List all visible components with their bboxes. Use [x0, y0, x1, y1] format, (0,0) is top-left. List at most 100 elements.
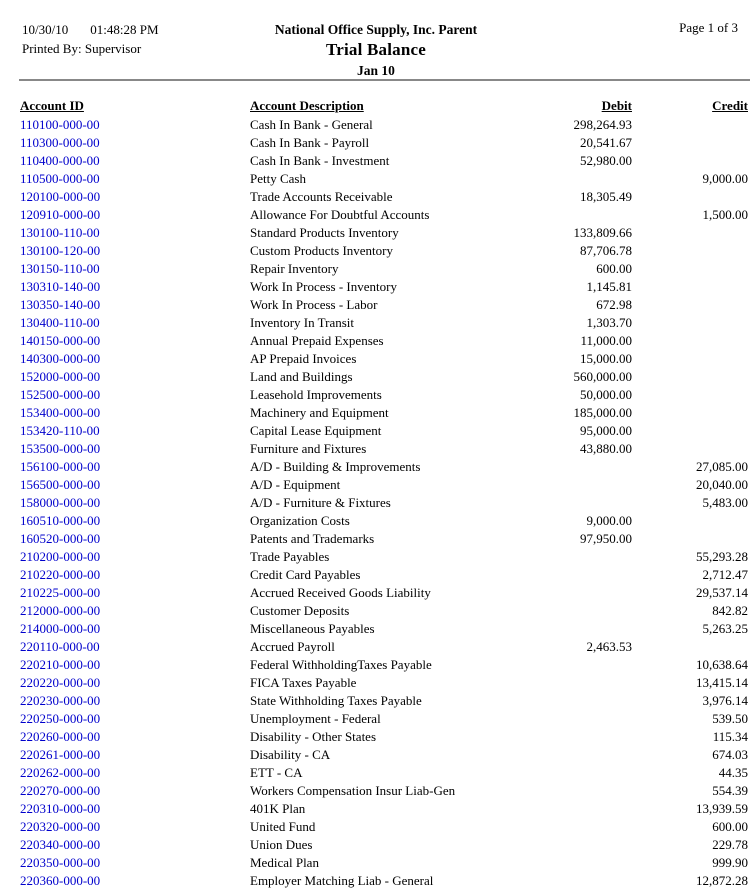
account-id-link[interactable]: 214000-000-00	[20, 621, 101, 636]
account-id-link[interactable]: 110300-000-00	[20, 135, 100, 150]
account-id-link[interactable]: 120910-000-00	[20, 207, 101, 222]
credit-amount	[632, 422, 748, 440]
account-id-link[interactable]: 220220-000-00	[20, 675, 101, 690]
account-id-link[interactable]: 220270-000-00	[20, 783, 101, 798]
table-row: 130310-140-00 Work In Process - Inventory…	[0, 278, 752, 296]
account-id-link[interactable]: 210200-000-00	[20, 549, 101, 564]
table-row: 158000-000-00 A/D - Furniture & Fixtures 5…	[0, 494, 752, 512]
account-id-link[interactable]: 120100-000-00	[20, 189, 101, 204]
table-row: 220310-000-00 401K Plan 13,939.59	[0, 800, 752, 818]
table-header-row: Account ID Account Description Debit Cre…	[0, 96, 752, 116]
account-id-link[interactable]: 130310-140-00	[20, 279, 101, 294]
account-description: Annual Prepaid Expenses	[250, 333, 384, 348]
table-row: 210225-000-00 Accrued Received Goods Liab…	[0, 584, 752, 602]
account-description: Work In Process - Labor	[250, 297, 378, 312]
credit-amount: 20,040.00	[696, 477, 748, 492]
account-id-link[interactable]: 220110-000-00	[20, 639, 100, 654]
printed-by-value: Supervisor	[84, 41, 142, 56]
debit-amount: 11,000.00	[580, 333, 632, 348]
account-id-link[interactable]: 152500-000-00	[20, 387, 101, 402]
credit-amount	[632, 260, 748, 278]
credit-amount: 27,085.00	[696, 459, 748, 474]
account-id-link[interactable]: 220350-000-00	[20, 855, 101, 870]
debit-amount	[508, 584, 632, 602]
table-row: 130150-110-00 Repair Inventory 600.00	[0, 260, 752, 278]
account-description: A/D - Equipment	[250, 477, 341, 492]
debit-amount	[508, 602, 632, 620]
table-body: 110100-000-00 Cash In Bank - General 298,2…	[0, 116, 752, 890]
debit-amount: 20,541.67	[580, 135, 632, 150]
table-row: 152500-000-00 Leasehold Improvements 50,00…	[0, 386, 752, 404]
account-description: Unemployment - Federal	[250, 711, 381, 726]
account-id-link[interactable]: 210220-000-00	[20, 567, 101, 582]
account-id-link[interactable]: 140150-000-00	[20, 333, 101, 348]
account-id-link[interactable]: 130150-110-00	[20, 261, 100, 276]
table-row: 220320-000-00 United Fund 600.00	[0, 818, 752, 836]
account-id-link[interactable]: 220320-000-00	[20, 819, 101, 834]
account-id-link[interactable]: 153420-110-00	[20, 423, 100, 438]
credit-amount	[632, 116, 748, 134]
account-id-link[interactable]: 153400-000-00	[20, 405, 101, 420]
debit-amount: 600.00	[596, 261, 632, 276]
account-id-link[interactable]: 153500-000-00	[20, 441, 101, 456]
report-date: 10/30/10	[22, 22, 69, 37]
table-row: 220220-000-00 FICA Taxes Payable 13,415.14	[0, 674, 752, 692]
account-description: Trade Payables	[250, 549, 330, 564]
account-description: Disability - CA	[250, 747, 331, 762]
header-divider	[19, 79, 750, 81]
account-id-link[interactable]: 130350-140-00	[20, 297, 101, 312]
account-description: A/D - Furniture & Fixtures	[250, 495, 391, 510]
credit-amount: 13,939.59	[696, 801, 748, 816]
account-id-link[interactable]: 220230-000-00	[20, 693, 101, 708]
page-indicator: Page 1 of 3	[679, 20, 738, 35]
account-id-link[interactable]: 220250-000-00	[20, 711, 101, 726]
account-id-link[interactable]: 220260-000-00	[20, 729, 101, 744]
account-id-link[interactable]: 110400-000-00	[20, 153, 100, 168]
table-row: 220262-000-00 ETT - CA 44.35	[0, 764, 752, 782]
account-description: Leasehold Improvements	[250, 387, 382, 402]
debit-amount: 2,463.53	[586, 639, 633, 654]
account-description: Federal WithholdingTaxes Payable	[250, 657, 432, 672]
table-row: 110100-000-00 Cash In Bank - General 298,2…	[0, 116, 752, 134]
debit-amount: 298,264.93	[573, 117, 633, 132]
account-id-link[interactable]: 220210-000-00	[20, 657, 101, 672]
account-description: 401K Plan	[250, 801, 306, 816]
account-id-link[interactable]: 220360-000-00	[20, 873, 101, 888]
debit-amount	[508, 566, 632, 584]
account-id-link[interactable]: 220261-000-00	[20, 747, 101, 762]
account-id-link[interactable]: 212000-000-00	[20, 603, 101, 618]
debit-amount: 1,303.70	[586, 315, 633, 330]
credit-amount: 3,976.14	[702, 693, 749, 708]
credit-amount: 10,638.64	[696, 657, 748, 672]
account-id-link[interactable]: 220310-000-00	[20, 801, 101, 816]
account-id-link[interactable]: 160520-000-00	[20, 531, 101, 546]
account-id-link[interactable]: 210225-000-00	[20, 585, 101, 600]
account-id-link[interactable]: 152000-000-00	[20, 369, 101, 384]
account-id-link[interactable]: 220340-000-00	[20, 837, 101, 852]
account-id-link[interactable]: 110100-000-00	[20, 117, 100, 132]
debit-amount: 95,000.00	[580, 423, 632, 438]
debit-amount: 133,809.66	[573, 225, 633, 240]
account-description: Land and Buildings	[250, 369, 353, 384]
account-id-link[interactable]: 220262-000-00	[20, 765, 101, 780]
debit-amount: 15,000.00	[580, 351, 632, 366]
account-id-link[interactable]: 130400-110-00	[20, 315, 100, 330]
account-description: Custom Products Inventory	[250, 243, 393, 258]
table-row: 110300-000-00 Cash In Bank - Payroll 20,54…	[0, 134, 752, 152]
account-id-link[interactable]: 156500-000-00	[20, 477, 101, 492]
table-row: 110400-000-00 Cash In Bank - Investment 52…	[0, 152, 752, 170]
account-description: Cash In Bank - Investment	[250, 153, 390, 168]
account-id-link[interactable]: 160510-000-00	[20, 513, 101, 528]
debit-amount: 9,000.00	[586, 513, 633, 528]
table-row: 210220-000-00 Credit Card Payables 2,712.4…	[0, 566, 752, 584]
table-row: 110500-000-00 Petty Cash 9,000.00	[0, 170, 752, 188]
account-id-link[interactable]: 140300-000-00	[20, 351, 101, 366]
account-id-link[interactable]: 130100-120-00	[20, 243, 101, 258]
account-description: Employer Matching Liab - General	[250, 873, 434, 888]
table-row: 140150-000-00 Annual Prepaid Expenses 11,0…	[0, 332, 752, 350]
account-id-link[interactable]: 130100-110-00	[20, 225, 100, 240]
account-id-link[interactable]: 110500-000-00	[20, 171, 100, 186]
account-id-link[interactable]: 158000-000-00	[20, 495, 101, 510]
account-id-link[interactable]: 156100-000-00	[20, 459, 101, 474]
